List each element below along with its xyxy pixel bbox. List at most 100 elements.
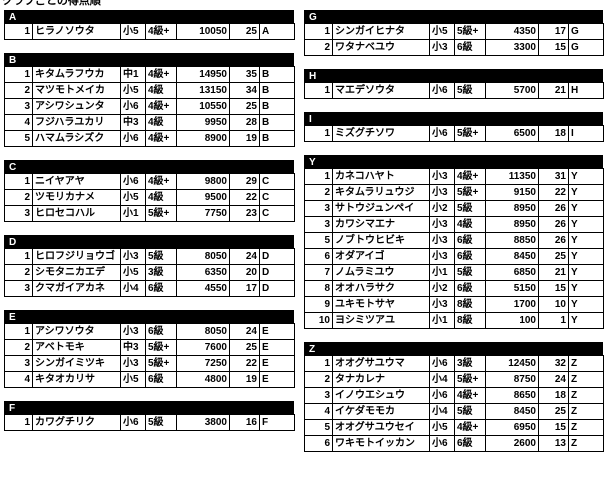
ranking-table: 1 アシワソウタ 小3 6級 8050 24 E 2 アベトモキ 中3 5級+ 7600 25 E 3 シンガ… bbox=[4, 323, 295, 388]
table-row[interactable]: 1 ミズグチソワ 小6 5級+ 6500 18 I bbox=[304, 125, 604, 142]
cell-grade: 小4 bbox=[429, 403, 455, 420]
cell-tag: B bbox=[259, 98, 295, 115]
cell-tag: Z bbox=[568, 371, 604, 388]
group-header-label: I bbox=[304, 112, 603, 125]
cell-score: 3300 bbox=[485, 39, 539, 56]
group-header-label: E bbox=[4, 310, 294, 323]
cell-tag: G bbox=[568, 23, 604, 40]
cell-tag: D bbox=[259, 248, 295, 265]
table-row[interactable]: 7 ノムラミユウ 小1 5級 6850 21 Y bbox=[304, 264, 604, 281]
cell-count: 25 bbox=[229, 23, 260, 40]
table-row[interactable]: 6 ワキモトイッカン 小6 6級 2600 13 Z bbox=[304, 435, 604, 452]
cell-tag: C bbox=[259, 189, 295, 206]
cell-tag: Y bbox=[568, 248, 604, 265]
cell-name: ミズグチソワ bbox=[332, 125, 430, 142]
cell-class: 5級 bbox=[145, 414, 177, 431]
table-row[interactable]: 10 ヨシミツアユ 小1 8級 100 1 Y bbox=[304, 312, 604, 329]
cell-rank: 4 bbox=[304, 403, 333, 420]
cell-rank: 1 bbox=[4, 23, 33, 40]
table-row[interactable]: 1 ヒロフジリョウゴ 小3 5級 8050 24 D bbox=[4, 248, 295, 265]
cell-grade: 中1 bbox=[120, 66, 146, 83]
table-row[interactable]: 1 ヒラノソウタ 小5 4級+ 10050 25 A bbox=[4, 23, 295, 40]
cell-score: 11350 bbox=[485, 168, 539, 185]
table-row[interactable]: 9 ユキモトサヤ 小3 8級 1700 10 Y bbox=[304, 296, 604, 313]
table-row[interactable]: 5 ハマムラシズク 小6 4級+ 8900 19 B bbox=[4, 130, 295, 147]
cell-class: 3級 bbox=[145, 264, 177, 281]
cell-count: 24 bbox=[229, 323, 260, 340]
table-row[interactable]: 1 アシワソウタ 小3 6級 8050 24 E bbox=[4, 323, 295, 340]
cell-rank: 5 bbox=[4, 130, 33, 147]
cell-tag: E bbox=[259, 339, 295, 356]
table-row[interactable]: 2 タナカレナ 小4 5級+ 8750 24 Z bbox=[304, 371, 604, 388]
cell-rank: 9 bbox=[304, 296, 333, 313]
table-row[interactable]: 3 シンガイミツキ 小3 5級+ 7250 22 E bbox=[4, 355, 295, 372]
cell-grade: 小3 bbox=[120, 355, 146, 372]
table-row[interactable]: 3 カワシマエナ 小3 4級 8950 26 Y bbox=[304, 216, 604, 233]
table-row[interactable]: 3 サトウジュンペイ 小2 5級 8950 26 Y bbox=[304, 200, 604, 217]
table-row[interactable]: 5 オオグサユウセイ 小5 4級+ 6950 15 Z bbox=[304, 419, 604, 436]
cell-class: 5級+ bbox=[454, 371, 486, 388]
table-row[interactable]: 6 オダアイゴ 小3 6級 8450 25 Y bbox=[304, 248, 604, 265]
cell-class: 5級+ bbox=[454, 23, 486, 40]
cell-score: 9800 bbox=[176, 173, 230, 190]
table-row[interactable]: 5 ノブトウヒビキ 小3 6級 8850 26 Y bbox=[304, 232, 604, 249]
cell-name: オオグサユウマ bbox=[332, 355, 430, 372]
table-row[interactable]: 1 カネコハヤト 小3 4級+ 11350 31 Y bbox=[304, 168, 604, 185]
cell-grade: 小6 bbox=[429, 82, 455, 99]
table-row[interactable]: 1 カワグチリク 小6 5級 3800 16 F bbox=[4, 414, 295, 431]
cell-count: 10 bbox=[538, 296, 569, 313]
table-row[interactable]: 3 イノウエシュウ 小6 4級+ 8650 18 Z bbox=[304, 387, 604, 404]
table-row[interactable]: 4 フジハラユカリ 中3 4級 9950 28 B bbox=[4, 114, 295, 131]
cell-grade: 小5 bbox=[120, 23, 146, 40]
table-row[interactable]: 2 シモタニカエデ 小5 3級 6350 20 D bbox=[4, 264, 295, 281]
table-row[interactable]: 2 ワタナベユウ 小3 6級 3300 15 G bbox=[304, 39, 604, 56]
cell-name: ノムラミユウ bbox=[332, 264, 430, 281]
cell-class: 8級 bbox=[454, 296, 486, 313]
table-row[interactable]: 1 シンガイヒナタ 小5 5級+ 4350 17 G bbox=[304, 23, 604, 40]
ranking-table: 1 マエデソウタ 小6 5級 5700 21 H bbox=[304, 82, 604, 99]
table-row[interactable]: 2 キタムラリュウジ 小3 5級+ 9150 22 Y bbox=[304, 184, 604, 201]
cell-tag: Z bbox=[568, 419, 604, 436]
table-row[interactable]: 1 ニイヤアヤ 小6 4級+ 9800 29 C bbox=[4, 173, 295, 190]
cell-tag: B bbox=[259, 130, 295, 147]
table-row[interactable]: 2 アベトモキ 中3 5級+ 7600 25 E bbox=[4, 339, 295, 356]
group-g: G 1 シンガイヒナタ 小5 5級+ 4350 17 G 2 ワタナベユウ 小3 6級 3300 15 G bbox=[304, 10, 604, 56]
cell-name: キタムラリュウジ bbox=[332, 184, 430, 201]
cell-count: 17 bbox=[538, 23, 569, 40]
cell-grade: 小3 bbox=[429, 168, 455, 185]
table-row[interactable]: 3 アシワシュンタ 小6 4級+ 10550 25 B bbox=[4, 98, 295, 115]
cell-class: 4級+ bbox=[145, 23, 177, 40]
cell-name: ユキモトサヤ bbox=[332, 296, 430, 313]
cell-class: 4級 bbox=[454, 216, 486, 233]
cell-count: 25 bbox=[229, 98, 260, 115]
cell-score: 6500 bbox=[485, 125, 539, 142]
cell-rank: 3 bbox=[4, 98, 33, 115]
table-row[interactable]: 3 ヒロセコハル 小1 5級+ 7750 23 C bbox=[4, 205, 295, 222]
cell-score: 9150 bbox=[485, 184, 539, 201]
cell-rank: 3 bbox=[4, 355, 33, 372]
cell-class: 6級 bbox=[454, 435, 486, 452]
cell-class: 4級 bbox=[145, 114, 177, 131]
cell-count: 26 bbox=[538, 200, 569, 217]
cell-grade: 小3 bbox=[429, 216, 455, 233]
cell-rank: 1 bbox=[304, 82, 333, 99]
table-row[interactable]: 3 クマガイアカネ 小4 6級 4550 17 D bbox=[4, 280, 295, 297]
cell-score: 13150 bbox=[176, 82, 230, 99]
table-row[interactable]: 2 マツモトメイカ 小5 4級 13150 34 B bbox=[4, 82, 295, 99]
group-header-label: F bbox=[4, 401, 294, 414]
cell-name: シンガイヒナタ bbox=[332, 23, 430, 40]
group-header-label: G bbox=[304, 10, 603, 23]
cell-count: 24 bbox=[229, 248, 260, 265]
cell-tag: C bbox=[259, 173, 295, 190]
table-row[interactable]: 1 オオグサユウマ 小6 3級 12450 32 Z bbox=[304, 355, 604, 372]
cell-name: アシワソウタ bbox=[32, 323, 121, 340]
table-row[interactable]: 4 キタオカリサ 小5 6級 4800 19 E bbox=[4, 371, 295, 388]
cell-rank: 2 bbox=[304, 39, 333, 56]
table-row[interactable]: 4 イケダモモカ 小4 5級 8450 25 Z bbox=[304, 403, 604, 420]
table-row[interactable]: 2 ツモリカナメ 小5 4級 9500 22 C bbox=[4, 189, 295, 206]
group-header-label: B bbox=[4, 53, 294, 66]
table-row[interactable]: 1 マエデソウタ 小6 5級 5700 21 H bbox=[304, 82, 604, 99]
table-row[interactable]: 1 キタムラフウカ 中1 4級+ 14950 35 B bbox=[4, 66, 295, 83]
table-row[interactable]: 8 オオハラサク 小2 6級 5150 15 Y bbox=[304, 280, 604, 297]
cell-tag: C bbox=[259, 205, 295, 222]
